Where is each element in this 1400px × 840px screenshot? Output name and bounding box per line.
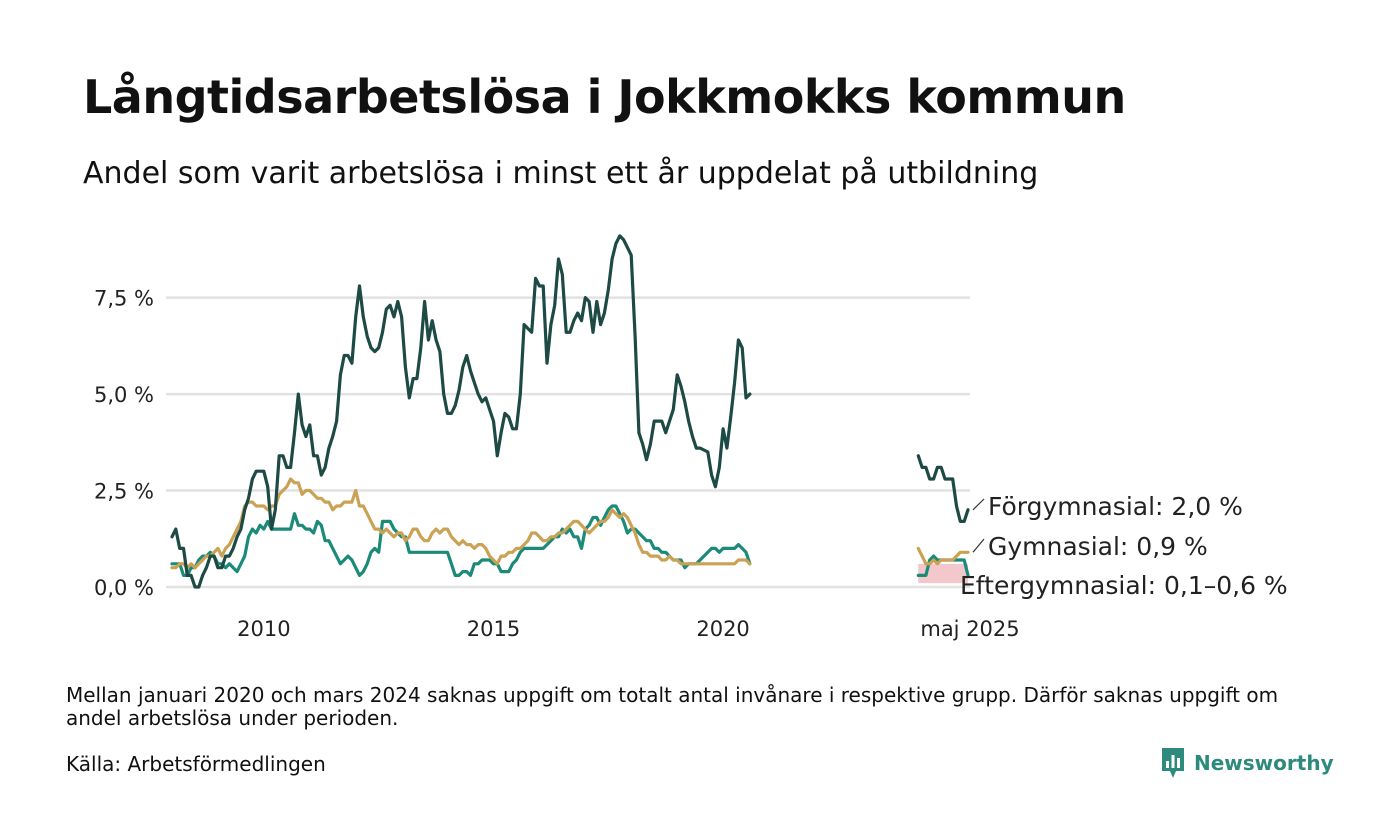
range-bands — [918, 563, 968, 584]
source-text: Källa: Arbetsförmedlingen — [66, 752, 326, 776]
x-axis: 2010 2015 2020 maj 2025 — [237, 617, 1020, 641]
series-line-förgymnasial-1 — [916, 454, 970, 523]
x-tick-label: 2020 — [696, 617, 749, 641]
end-label-gymnasial: Gymnasial: 0,9 % — [988, 532, 1208, 561]
brand-name: Newsworthy — [1194, 751, 1334, 775]
series-line-gymnasial-1 — [916, 546, 970, 566]
label-connector — [972, 498, 985, 511]
chart-title: Långtidsarbetslösa i Jokkmokks kommun — [83, 70, 1126, 124]
gridlines — [166, 296, 970, 589]
end-labels: Förgymnasial: 2,0 % Gymnasial: 0,9 % Efter… — [960, 492, 1288, 600]
x-tick-label: 2015 — [467, 617, 520, 641]
label-connector — [972, 538, 985, 553]
end-label-förgymnasial: Förgymnasial: 2,0 % — [988, 492, 1243, 521]
line-chart: 0,0 % 2,5 % 5,0 % 7,5 % 2010 2015 2020 maj 202… — [94, 234, 1288, 641]
x-tick-label: 2010 — [237, 617, 290, 641]
y-tick-label: 0,0 % — [94, 576, 154, 600]
chart-subtitle: Andel som varit arbetslösa i minst ett å… — [83, 156, 1039, 191]
y-tick-label: 5,0 % — [94, 383, 154, 407]
series-line-eftergymnasial-0 — [170, 504, 752, 577]
series-lines — [170, 234, 970, 589]
y-tick-label: 7,5 % — [94, 287, 154, 311]
series-line-gymnasial-0 — [170, 477, 752, 570]
brand-logo: Newsworthy — [1160, 746, 1334, 780]
range-band-eftergymnasial — [918, 563, 968, 584]
y-axis: 0,0 % 2,5 % 5,0 % 7,5 % — [94, 287, 154, 600]
end-label-eftergymnasial: Eftergymnasial: 0,1–0,6 % — [960, 571, 1288, 600]
footnote: Mellan januari 2020 och mars 2024 saknas… — [66, 683, 1279, 730]
y-tick-label: 2,5 % — [94, 480, 154, 504]
series-line-förgymnasial-0 — [170, 234, 752, 589]
newsworthy-logo-icon — [1162, 748, 1184, 778]
x-tick-label: maj 2025 — [920, 617, 1019, 641]
